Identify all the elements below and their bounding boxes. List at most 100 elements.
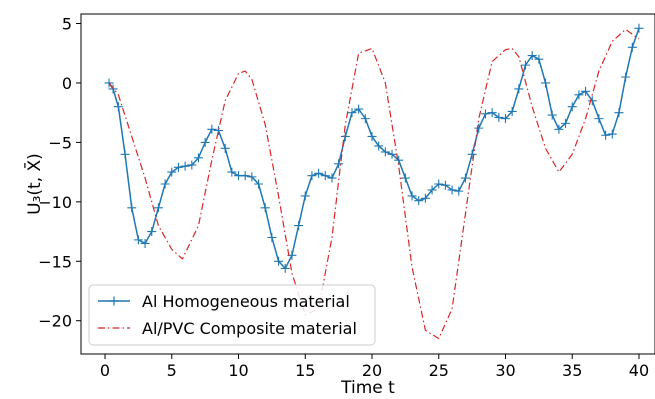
- series-0-marker-46: [407, 191, 417, 201]
- series-0-marker-8: [153, 203, 163, 213]
- series-0-marker-75: [601, 130, 611, 140]
- series-0-marker-31: [307, 171, 317, 181]
- series-0-marker-32: [314, 168, 324, 178]
- series-0-marker-16: [207, 124, 217, 134]
- y-tick-label-0: 5: [62, 15, 72, 34]
- series-0-marker-58: [487, 108, 497, 118]
- series-0-marker-37: [347, 108, 357, 118]
- series-0-marker-11: [173, 162, 183, 172]
- series-0-marker-18: [220, 143, 230, 153]
- x-tick-label-3: 15: [295, 361, 315, 380]
- series-0-marker-80: [634, 23, 644, 33]
- y-tick-label-1: 0: [62, 74, 72, 93]
- series-0-marker-35: [334, 159, 344, 169]
- series-0-marker-45: [400, 173, 410, 183]
- series-0-marker-64: [527, 51, 537, 61]
- series-0-marker-68: [554, 124, 564, 134]
- series-0-marker-69: [561, 118, 571, 128]
- legend-label-homogeneous: Al Homogeneous material: [142, 292, 350, 311]
- x-tick-label-4: 20: [362, 361, 382, 380]
- series-0-marker-51: [440, 180, 450, 190]
- legend-marker-homogeneous: [109, 296, 119, 306]
- series-0-marker-61: [507, 106, 517, 116]
- y-tick-label-5: −20: [38, 312, 72, 331]
- series-0-marker-49: [427, 185, 437, 195]
- series-0-marker-23: [254, 179, 264, 189]
- series-layer: [104, 23, 644, 340]
- series-0-marker-47: [414, 196, 424, 206]
- series-0-marker-26: [274, 256, 284, 266]
- series-0-marker-24: [260, 203, 270, 213]
- series-0-marker-6: [140, 238, 150, 248]
- series-0-marker-62: [514, 84, 524, 94]
- series-0-marker-54: [460, 173, 470, 183]
- series-0-marker-52: [447, 185, 457, 195]
- x-tick-label-0: 0: [100, 361, 110, 380]
- series-0-marker-5: [133, 235, 143, 245]
- series-0-marker-40: [367, 131, 377, 141]
- x-tick-label-2: 10: [228, 361, 248, 380]
- series-0-marker-21: [240, 171, 250, 181]
- series-0-marker-74: [594, 114, 604, 124]
- x-tick-label-1: 5: [167, 361, 177, 380]
- series-0-marker-76: [607, 129, 617, 139]
- series-0-marker-29: [294, 221, 304, 231]
- series-0-marker-79: [627, 42, 637, 52]
- series-0-marker-33: [320, 171, 330, 181]
- series-0-marker-9: [160, 179, 170, 189]
- y-tick-label-4: −15: [38, 252, 72, 271]
- series-0-marker-25: [267, 233, 277, 242]
- series-0-marker-66: [541, 78, 551, 88]
- x-axis-ticks: 0 5 10 15 20 25 30 35 40: [100, 354, 649, 380]
- series-0-marker-60: [500, 114, 510, 124]
- y-axis-ticks: 5 0 −5 −10 −15 −20: [38, 15, 81, 331]
- series-0-marker-14: [193, 153, 203, 163]
- series-0-marker-12: [180, 161, 190, 171]
- series-0-marker-38: [354, 104, 364, 114]
- series-0-marker-78: [621, 72, 631, 82]
- series-0-marker-39: [360, 114, 370, 124]
- y-axis-label: U₃(t, X̄): [23, 153, 45, 215]
- x-tick-label-7: 35: [562, 361, 582, 380]
- series-0-marker-67: [547, 110, 557, 120]
- series-0-marker-19: [227, 167, 237, 177]
- series-0-marker-77: [614, 108, 624, 118]
- x-axis-label: Time t: [340, 378, 395, 398]
- series-0-marker-15: [200, 137, 210, 147]
- series-0-marker-63: [521, 60, 531, 70]
- legend-entry-homogeneous: Al Homogeneous material: [98, 292, 350, 311]
- series-0-marker-17: [213, 126, 223, 135]
- x-tick-label-8: 40: [629, 361, 649, 380]
- series-0-marker-59: [494, 112, 504, 122]
- series-0-marker-36: [340, 131, 350, 141]
- x-tick-label-6: 30: [495, 361, 515, 380]
- series-0-marker-72: [581, 86, 591, 96]
- series-0-marker-1: [108, 84, 118, 94]
- series-0-marker-53: [454, 186, 464, 196]
- plot-frame: [80, 13, 655, 355]
- legend-label-composite: Al/PVC Composite material: [142, 319, 357, 338]
- series-0-marker-73: [587, 96, 597, 106]
- series-0-marker-22: [247, 172, 257, 182]
- series-0-marker-70: [567, 102, 577, 112]
- series-0-marker-57: [480, 109, 490, 119]
- series-0-marker-65: [534, 54, 544, 64]
- series-0-marker-43: [387, 149, 397, 159]
- series-0-marker-13: [187, 160, 197, 170]
- series-0-marker-41: [374, 141, 384, 151]
- series-0-marker-7: [147, 227, 157, 237]
- y-tick-label-3: −10: [38, 193, 72, 212]
- series-0-marker-56: [474, 123, 484, 133]
- series-0-marker-2: [113, 102, 123, 112]
- legend-box: [88, 284, 376, 346]
- series-0-marker-71: [574, 90, 584, 100]
- series-0-marker-27: [280, 263, 290, 273]
- series-0-marker-55: [467, 149, 477, 159]
- series-0-marker-30: [300, 191, 310, 201]
- legend: Al Homogeneous material Al/PVC Composite…: [88, 284, 376, 346]
- series-0-marker-34: [327, 173, 337, 183]
- series-0-marker-50: [434, 179, 444, 189]
- series-0-marker-10: [167, 167, 177, 177]
- series-0-marker-3: [120, 149, 130, 159]
